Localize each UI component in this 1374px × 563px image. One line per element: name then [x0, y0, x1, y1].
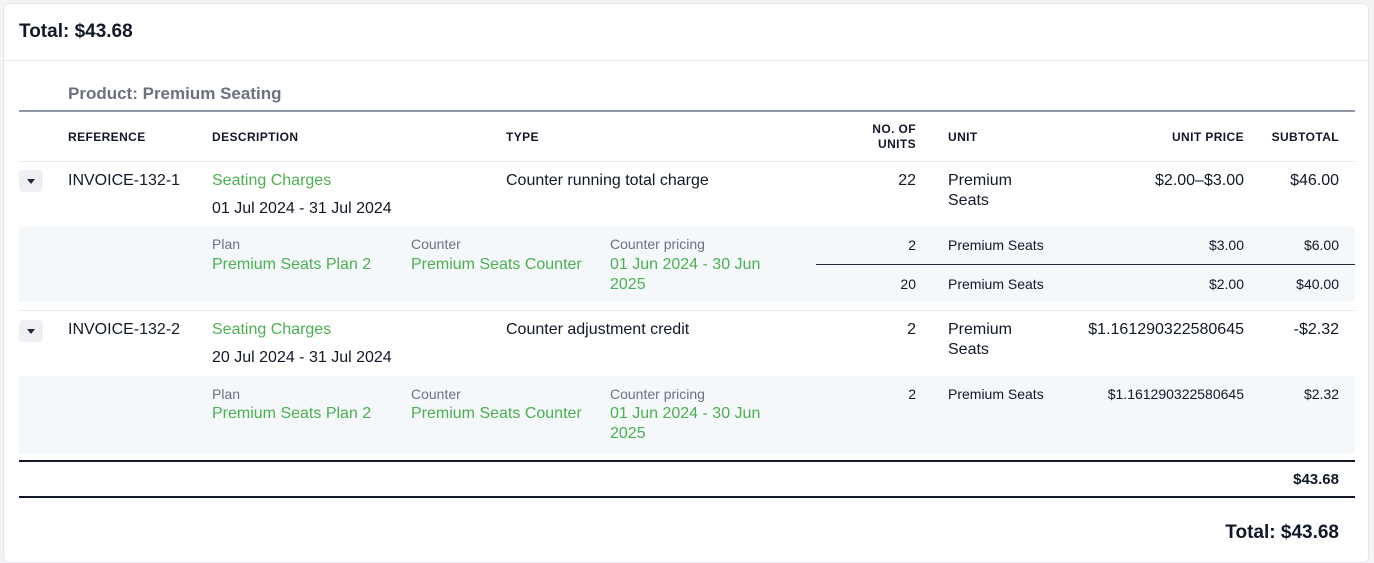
tier-unit-price: $2.00	[1208, 276, 1244, 292]
counter-label: Counter	[411, 386, 461, 402]
col-units-line1: NO. OF	[872, 122, 916, 136]
plan-link[interactable]: Premium Seats Plan 2	[212, 256, 372, 273]
row-description-link[interactable]: Seating Charges	[212, 321, 332, 338]
col-unit-price: UNIT PRICE	[1171, 130, 1244, 144]
row-unit-price: $2.00–$3.00	[1155, 172, 1244, 189]
tier-subtotal: $6.00	[1303, 237, 1339, 253]
row-type: Counter adjustment credit	[506, 321, 690, 338]
tier-divider	[816, 264, 1355, 265]
row-units: 22	[898, 172, 916, 189]
chevron-down-icon	[27, 328, 35, 334]
tier-subtotal: $2.32	[1303, 386, 1339, 402]
product-total-row: $43.68	[19, 460, 1355, 498]
row-unit-line1: Premium	[948, 321, 1013, 338]
col-unit: UNIT	[948, 130, 978, 144]
row-reference: INVOICE-132-1	[68, 172, 181, 189]
row-detail: Plan Premium Seats Plan 2 Counter Premiu…	[19, 227, 1355, 302]
tier-unit-price: $1.161290322580645	[1107, 386, 1244, 402]
tier-subtotal: $40.00	[1296, 276, 1339, 292]
pricing-link[interactable]: 01 Jun 2024 - 30 Jun 2025	[610, 404, 760, 444]
pricing-link[interactable]: 01 Jun 2024 - 30 Jun 2025	[610, 255, 760, 295]
header-total: Total: $43.68	[19, 21, 133, 42]
tier-units: 2	[908, 386, 916, 402]
col-units: NO. OF UNITS	[816, 122, 916, 152]
col-type: TYPE	[506, 130, 539, 144]
col-reference: REFERENCE	[68, 130, 146, 144]
plan-link[interactable]: Premium Seats Plan 2	[212, 405, 372, 422]
tier-unit: Premium Seats	[948, 276, 1044, 292]
col-description: DESCRIPTION	[212, 130, 299, 144]
product-title: Product: Premium Seating	[19, 61, 1355, 112]
tier-unit: Premium Seats	[948, 237, 1044, 253]
product-total: $43.68	[1293, 471, 1339, 488]
card-header: Total: $43.68	[4, 4, 1368, 61]
footer: Total: $43.68	[19, 498, 1355, 548]
pricing-line2: 2025	[610, 425, 646, 442]
plan-label: Plan	[212, 386, 241, 402]
plan-label: Plan	[212, 236, 241, 252]
expand-toggle-button[interactable]	[19, 170, 43, 192]
table-header: REFERENCE DESCRIPTION TYPE NO. OF UNITS …	[19, 112, 1355, 162]
product-section: Product: Premium Seating REFERENCE DESCR…	[19, 61, 1355, 548]
col-subtotal: SUBTOTAL	[1271, 130, 1339, 144]
expand-toggle-button[interactable]	[19, 320, 43, 342]
row-unit-line2: Seats	[948, 192, 989, 209]
row-type: Counter running total charge	[506, 172, 709, 189]
pricing-line2: 2025	[610, 276, 646, 293]
counter-link[interactable]: Premium Seats Counter	[411, 405, 582, 422]
pricing-line1: 01 Jun 2024 - 30 Jun	[610, 405, 761, 422]
row-reference: INVOICE-132-2	[68, 321, 181, 338]
row-detail: Plan Premium Seats Plan 2 Counter Premiu…	[19, 376, 1355, 454]
pricing-label: Counter pricing	[610, 236, 705, 252]
tier-unit: Premium Seats	[948, 386, 1044, 402]
row-unit-line2: Seats	[948, 341, 989, 358]
tier-units: 20	[900, 276, 916, 292]
row-units: 2	[907, 321, 916, 338]
invoice-card: Total: $43.68 Product: Premium Seating R…	[3, 3, 1369, 563]
pricing-line1: 01 Jun 2024 - 30 Jun	[610, 256, 761, 273]
counter-label: Counter	[411, 236, 461, 252]
tier-unit-price: $3.00	[1208, 237, 1244, 253]
counter-link[interactable]: Premium Seats Counter	[411, 256, 582, 273]
row-subtotal: -$2.32	[1293, 321, 1339, 338]
row-unit-line1: Premium	[948, 172, 1013, 189]
row-period: 01 Jul 2024 - 31 Jul 2024	[212, 200, 392, 217]
table-row: INVOICE-132-2 Seating Charges 20 Jul 202…	[19, 311, 1355, 376]
chevron-down-icon	[27, 178, 35, 184]
row-description-link[interactable]: Seating Charges	[212, 172, 332, 189]
tier-units: 2	[908, 237, 916, 253]
row-period: 20 Jul 2024 - 31 Jul 2024	[212, 349, 392, 366]
row-gap	[19, 302, 1355, 311]
table-row: INVOICE-132-1 Seating Charges 01 Jul 202…	[19, 162, 1355, 227]
row-unit: Premium Seats	[948, 320, 1012, 360]
row-subtotal: $46.00	[1290, 172, 1339, 189]
row-separator	[19, 310, 1355, 311]
footer-total: Total: $43.68	[1225, 522, 1339, 543]
row-unit: Premium Seats	[948, 171, 1012, 211]
col-units-line2: UNITS	[878, 137, 916, 151]
row-unit-price: $1.161290322580645	[1088, 321, 1244, 338]
pricing-label: Counter pricing	[610, 386, 705, 402]
